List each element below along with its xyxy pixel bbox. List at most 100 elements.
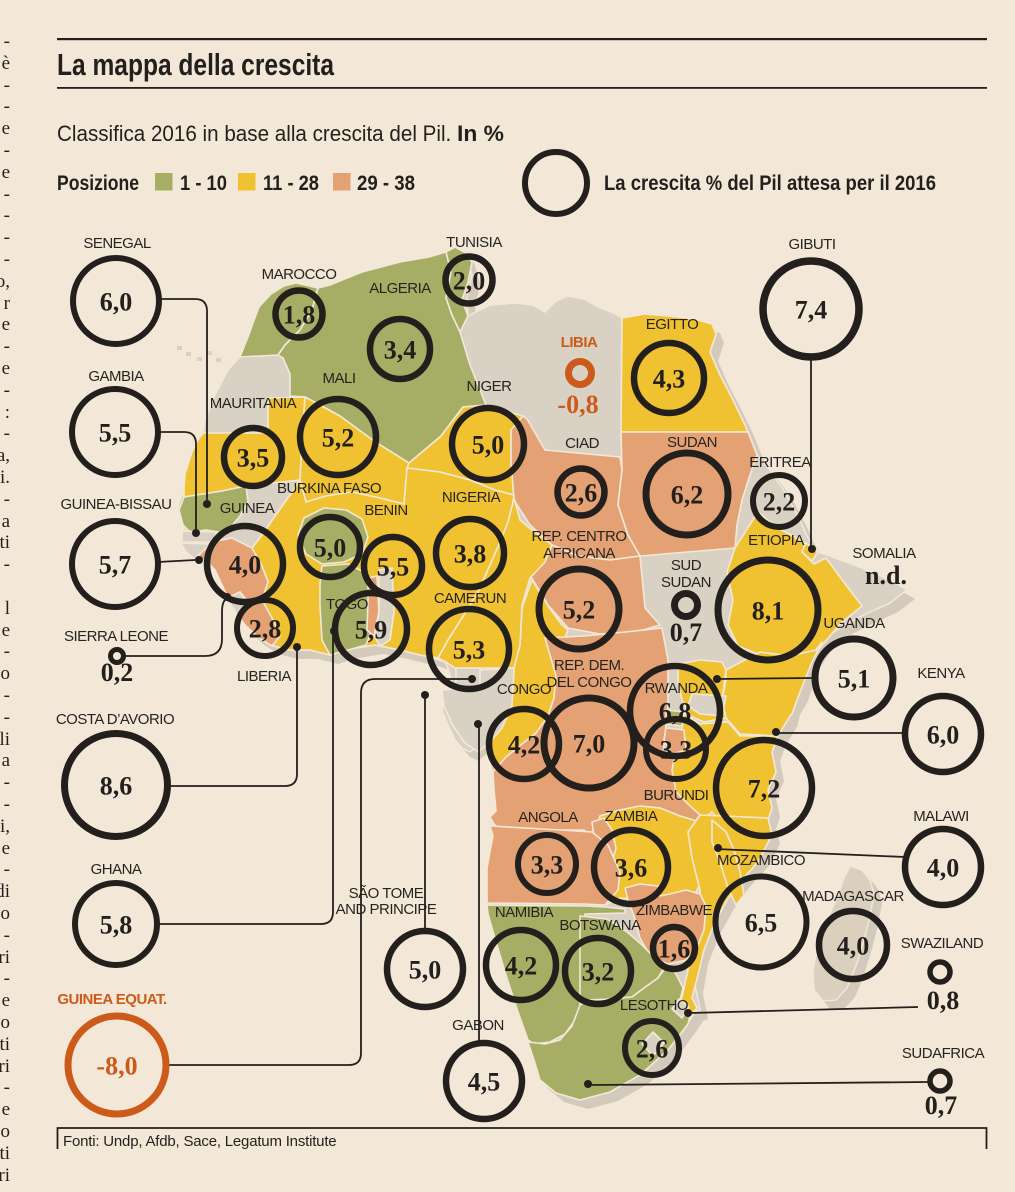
svg-text:ZAMBIA: ZAMBIA (605, 808, 658, 825)
svg-text:8,6: 8,6 (100, 771, 133, 800)
svg-text:BURKINA FASO: BURKINA FASO (277, 480, 381, 497)
svg-text:5,0: 5,0 (472, 430, 505, 459)
svg-text:ANGOLA: ANGOLA (518, 809, 578, 826)
svg-text:RWANDA: RWANDA (645, 680, 708, 697)
svg-text:MALAWI: MALAWI (913, 808, 969, 825)
svg-text:SUDAFRICA: SUDAFRICA (902, 1045, 985, 1062)
svg-text:e: e (2, 118, 10, 139)
svg-text:ti: ti (0, 532, 10, 553)
svg-text:0,2: 0,2 (101, 658, 134, 687)
svg-text:5,5: 5,5 (377, 552, 410, 581)
svg-text:1,6: 1,6 (658, 934, 691, 963)
svg-text:o: o (1, 663, 11, 684)
svg-text:-: - (4, 96, 10, 117)
svg-text:SUD: SUD (671, 557, 702, 574)
svg-text:11 - 28: 11 - 28 (263, 172, 319, 195)
svg-text:l: l (5, 598, 10, 619)
svg-text:-: - (4, 1077, 10, 1098)
svg-text:ri: ri (0, 1165, 10, 1186)
svg-text:a: a (2, 750, 11, 771)
svg-text:6,5: 6,5 (745, 908, 778, 937)
svg-text:3,3: 3,3 (660, 735, 693, 764)
svg-text:-: - (4, 859, 10, 880)
svg-text:-: - (4, 707, 10, 728)
svg-text:La crescita % del Pil attesa p: La crescita % del Pil attesa per il 2016 (604, 172, 936, 195)
svg-text:MAURITANIA: MAURITANIA (210, 395, 297, 412)
svg-text:e: e (2, 838, 10, 859)
svg-text:i.: i. (0, 467, 10, 488)
svg-text:LESOTHO: LESOTHO (620, 997, 688, 1014)
svg-text:CIAD: CIAD (565, 435, 600, 452)
svg-text:SUDAN: SUDAN (667, 434, 717, 451)
svg-text:2,8: 2,8 (249, 614, 282, 643)
svg-text:-8,0: -8,0 (96, 1051, 137, 1080)
svg-text:-: - (4, 140, 10, 161)
svg-text:4,0: 4,0 (927, 853, 960, 882)
svg-text::: : (5, 402, 10, 423)
svg-text:-: - (4, 184, 10, 205)
svg-text:-: - (4, 31, 10, 52)
svg-text:5,2: 5,2 (563, 595, 596, 624)
svg-text:6,2: 6,2 (671, 480, 704, 509)
svg-text:6,0: 6,0 (927, 720, 960, 749)
svg-text:MADAGASCAR: MADAGASCAR (802, 888, 904, 905)
svg-text:ti: ti (0, 1143, 10, 1164)
svg-text:2,2: 2,2 (763, 487, 796, 516)
svg-text:5,5: 5,5 (99, 418, 132, 447)
svg-text:e: e (2, 314, 10, 335)
svg-text:SIERRA LEONE: SIERRA LEONE (64, 628, 169, 645)
svg-text:5,3: 5,3 (453, 635, 486, 664)
svg-text:BURUNDI: BURUNDI (644, 787, 709, 804)
svg-text:r: r (4, 293, 11, 314)
svg-text:ZIMBABWE: ZIMBABWE (636, 902, 712, 919)
svg-text:-: - (4, 75, 10, 96)
svg-text:NIGER: NIGER (466, 378, 512, 395)
svg-text:-: - (4, 968, 10, 989)
svg-text:-: - (4, 249, 10, 270)
svg-text:0,7: 0,7 (670, 618, 703, 647)
svg-text:La mappa della crescita: La mappa della crescita (57, 47, 335, 82)
svg-text:REP. DEM.: REP. DEM. (554, 657, 624, 674)
svg-text:ri: ri (0, 947, 10, 968)
svg-text:4,0: 4,0 (229, 550, 262, 579)
svg-text:5,0: 5,0 (409, 955, 442, 984)
svg-text:o: o (1, 903, 11, 924)
svg-text:-: - (4, 772, 10, 793)
svg-text:AND PRINCIPE: AND PRINCIPE (336, 901, 437, 918)
svg-text:29 - 38: 29 - 38 (357, 172, 415, 195)
svg-text:2,6: 2,6 (636, 1034, 669, 1063)
svg-text:ERITREA: ERITREA (749, 454, 811, 471)
svg-text:1,8: 1,8 (283, 300, 316, 329)
svg-text:ri: ri (0, 1056, 10, 1077)
svg-text:5,7: 5,7 (99, 550, 132, 579)
svg-text:NIGERIA: NIGERIA (442, 489, 501, 506)
svg-text:Posizione: Posizione (57, 172, 139, 195)
svg-text:AFRICANA: AFRICANA (543, 545, 615, 562)
svg-text:SÃO TOME: SÃO TOME (349, 885, 424, 902)
svg-text:-: - (4, 227, 10, 248)
svg-text:di: di (0, 881, 10, 902)
svg-text:5,9: 5,9 (355, 615, 388, 644)
svg-text:6,0: 6,0 (100, 287, 133, 316)
svg-text:e: e (2, 358, 10, 379)
svg-text:5,8: 5,8 (100, 910, 133, 939)
svg-text:TUNISIA: TUNISIA (446, 234, 502, 251)
svg-text:NAMIBIA: NAMIBIA (495, 904, 554, 921)
svg-text:5,0: 5,0 (314, 533, 347, 562)
svg-text:4,5: 4,5 (468, 1067, 501, 1096)
svg-text:DEL CONGO: DEL CONGO (547, 674, 632, 691)
svg-text:e: e (2, 162, 10, 183)
svg-text:-: - (4, 554, 10, 575)
svg-text:CAMERUN: CAMERUN (434, 590, 506, 607)
svg-text:3,6: 3,6 (615, 853, 648, 882)
svg-text:3,8: 3,8 (454, 539, 487, 568)
svg-text:MALI: MALI (322, 370, 355, 387)
svg-text:7,2: 7,2 (748, 774, 781, 803)
svg-text:-: - (4, 685, 10, 706)
svg-text:1 - 10: 1 - 10 (180, 172, 227, 195)
svg-text:4,2: 4,2 (505, 951, 538, 980)
svg-text:UGANDA: UGANDA (823, 615, 885, 632)
svg-text:MAROCCO: MAROCCO (262, 266, 337, 283)
svg-text:0,8: 0,8 (927, 986, 960, 1015)
svg-text:TOGO: TOGO (326, 596, 368, 613)
